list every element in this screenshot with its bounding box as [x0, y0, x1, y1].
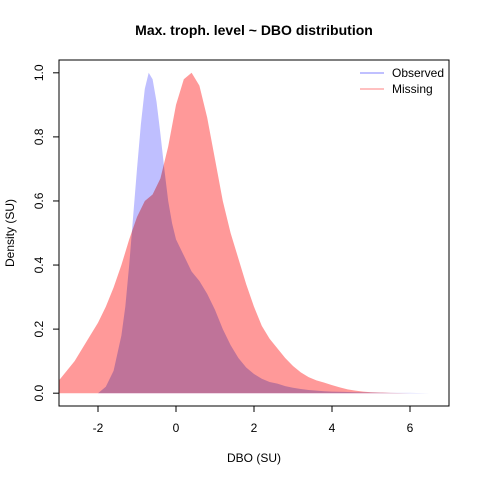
- legend-label-missing: Missing: [392, 82, 433, 96]
- x-tick-label: 2: [251, 421, 258, 435]
- y-tick-label: 0.4: [32, 256, 46, 273]
- x-tick-label: 4: [329, 421, 336, 435]
- y-tick-label: 0.0: [32, 385, 46, 402]
- x-tick-label: -2: [93, 421, 104, 435]
- x-axis: -2 0 2 4 6: [93, 406, 414, 435]
- x-tick-label: 6: [407, 421, 414, 435]
- y-tick-label: 0.8: [32, 128, 46, 145]
- y-tick-label: 0.2: [32, 320, 46, 337]
- series-area-missing: [59, 72, 410, 394]
- x-tick-label: 0: [173, 421, 180, 435]
- legend: Observed Missing: [360, 66, 444, 96]
- x-axis-label: DBO (SU): [227, 451, 281, 465]
- y-axis-label: Density (SU): [3, 199, 17, 267]
- y-tick-label: 0.6: [32, 192, 46, 209]
- y-axis: 0.0 0.2 0.4 0.6 0.8 1.0: [32, 64, 59, 402]
- plot-area: [59, 72, 430, 394]
- chart-title: Max. troph. level ~ DBO distribution: [135, 22, 373, 38]
- legend-label-observed: Observed: [392, 66, 444, 80]
- y-tick-label: 1.0: [32, 64, 46, 81]
- series-area-observed: [98, 72, 430, 394]
